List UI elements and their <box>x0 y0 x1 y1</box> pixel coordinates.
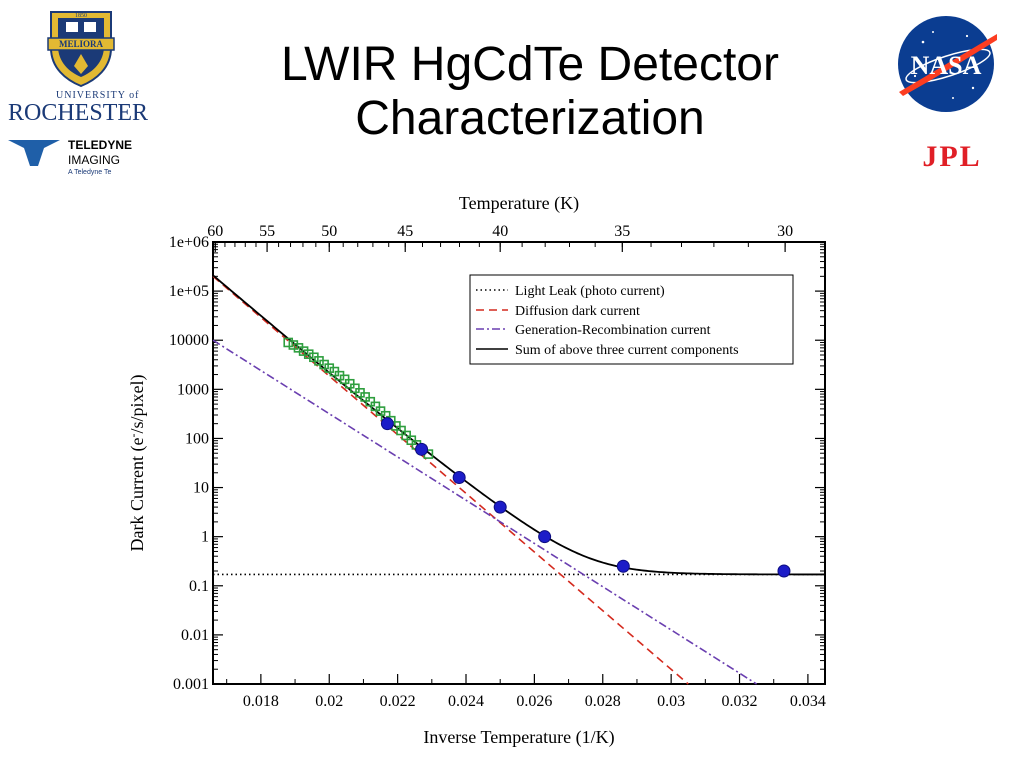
y-tick-label: 1000 <box>177 381 209 398</box>
top-tick-label: 55 <box>259 223 275 240</box>
y-axis-label-prefix: Dark Current (e <box>127 438 148 552</box>
green-data-point <box>283 337 294 348</box>
nasa-text: NASA <box>911 51 982 80</box>
rochester-university-text: UNIVERSITY of <box>56 90 140 101</box>
top-tick-label: 35 <box>614 223 630 240</box>
x-tick-label: 0.03 <box>657 693 685 710</box>
teledyne-imaging: IMAGING <box>68 153 121 167</box>
blue-data-point <box>380 417 394 431</box>
slide-title-line1: LWIR HgCdTe Detector <box>281 38 779 91</box>
green-data-point <box>303 349 314 359</box>
y-tick-label: 0.001 <box>173 676 209 693</box>
blue-data-point <box>616 559 630 573</box>
y-tick-label: 10000 <box>169 332 209 349</box>
x-tick-label: 0.024 <box>448 693 484 710</box>
y-tick-label: 0.1 <box>189 578 209 595</box>
top-tick-label: 30 <box>777 223 793 240</box>
y-axis-label-sup: - <box>126 434 140 438</box>
tick-labels: 0.018 0.02 0.022 0.024 0.026 0.028 0.03 0.032 0.… <box>169 223 826 710</box>
tick-marks <box>213 241 825 685</box>
top-tick-label: 50 <box>321 223 337 240</box>
y-tick-label: 1e+06 <box>169 234 209 251</box>
top-tick-label: 45 <box>397 223 413 240</box>
teledyne-name: TELEDYNE <box>68 138 133 152</box>
blue-data-point <box>538 530 552 544</box>
jpl-logo: JPL <box>922 140 981 170</box>
x-axis-label: Inverse Temperature (1/K) <box>423 727 614 748</box>
rochester-shield-icon: 1850 MELIORA <box>47 11 115 88</box>
legend-label-gr: Generation-Recombination current <box>515 323 711 338</box>
nasa-logo: NASA <box>898 16 997 112</box>
gr-curve <box>212 339 758 685</box>
blue-data-point <box>493 500 507 514</box>
teledyne-logo: TELEDYNE IMAGING A Teledyne Te <box>8 138 148 183</box>
y-axis-label: Dark Current (e-/s/pixel) <box>126 375 148 552</box>
slide-title-line2: Characterization <box>355 92 705 145</box>
x-tick-label: 0.022 <box>380 693 416 710</box>
rochester-banner: MELIORA <box>59 39 104 49</box>
x-tick-label: 0.032 <box>722 693 758 710</box>
green-data-point <box>288 340 299 350</box>
y-tick-label: 0.01 <box>181 627 209 644</box>
green-data-point <box>396 425 406 436</box>
x-tick-label: 0.026 <box>516 693 552 710</box>
blue-data-point <box>452 471 466 485</box>
top-tick-label: 40 <box>492 223 508 240</box>
data-points <box>283 337 791 578</box>
slide-title: LWIR HgCdTe Detector Characterization <box>200 38 860 146</box>
x-tick-label: 0.028 <box>585 693 621 710</box>
y-tick-label: 100 <box>185 430 209 447</box>
teledyne-tagline: A Teledyne Te <box>68 169 112 176</box>
teledyne-mark-icon <box>8 140 60 166</box>
y-tick-label: 1e+05 <box>169 283 209 300</box>
y-tick-label: 10 <box>193 480 209 497</box>
x-tick-label: 0.018 <box>243 693 279 710</box>
legend-box <box>469 274 794 365</box>
rochester-name-text: ROCHESTER <box>8 100 149 126</box>
blue-data-point <box>415 442 429 456</box>
blue-data-point <box>777 564 791 578</box>
top-axis-label: Temperature (K) <box>459 193 579 214</box>
y-axis-label-suffix: /s/pixel) <box>127 375 148 434</box>
rochester-logo: 1850 MELIORA UNIVERSITY of ROCHESTER <box>8 8 148 126</box>
legend-label-sum: Sum of above three current components <box>515 343 739 358</box>
legend-label-light-leak: Light Leak (photo current) <box>515 284 665 299</box>
y-tick-label: 1 <box>201 529 209 546</box>
legend: Light Leak (photo current) Diffusion dar… <box>469 274 794 365</box>
x-tick-label: 0.02 <box>315 693 343 710</box>
x-tick-label: 0.034 <box>790 693 826 710</box>
rochester-year: 1850 <box>75 13 87 19</box>
top-tick-label: 60 <box>207 223 223 240</box>
legend-label-diffusion: Diffusion dark current <box>515 304 640 319</box>
jpl-text: JPL <box>922 140 981 170</box>
green-data-point <box>298 346 309 356</box>
